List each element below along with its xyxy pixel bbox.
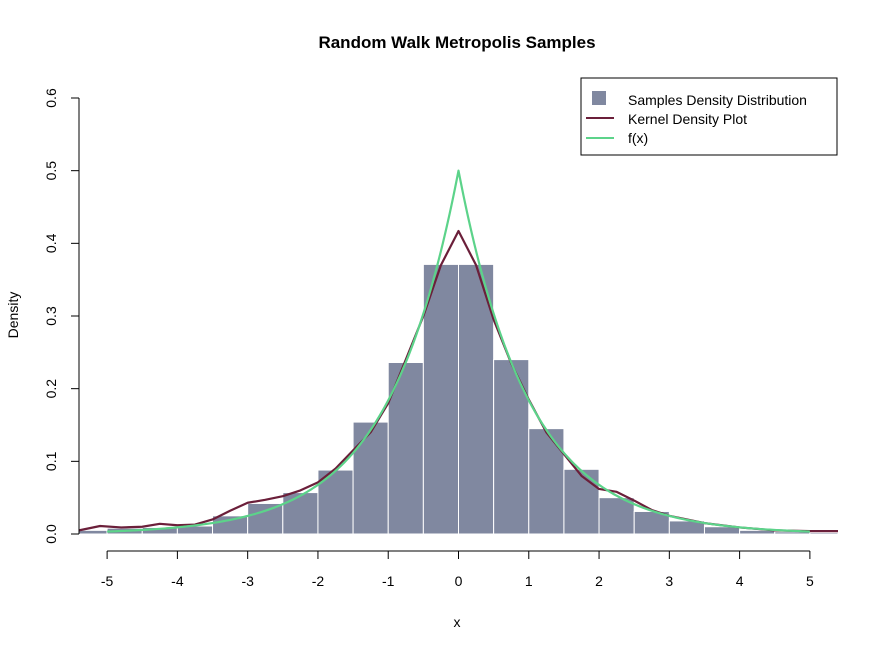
y-tick-label: 0.2 — [43, 379, 59, 399]
y-tick-label: 0.3 — [43, 306, 59, 326]
x-tick-label: 3 — [665, 573, 673, 589]
y-axis: 0.0 0.1 0.2 0.3 0.4 0.5 0.6 — [43, 88, 80, 544]
histogram-bar — [387, 362, 424, 535]
y-tick-label: 0.1 — [43, 451, 59, 471]
histogram-bar — [563, 468, 600, 535]
histogram-bar — [493, 359, 530, 535]
x-tick-label: -4 — [171, 573, 184, 589]
y-tick-label: 0.0 — [43, 524, 59, 544]
x-tick-label: 1 — [525, 573, 533, 589]
x-tick-label: -1 — [382, 573, 395, 589]
histogram-bar — [247, 502, 284, 535]
x-tick-label: 2 — [595, 573, 603, 589]
fx-line — [107, 169, 810, 533]
histogram-bar — [598, 497, 635, 535]
x-axis-label: x — [454, 614, 461, 630]
legend-label-kde: Kernel Density Plot — [628, 111, 747, 127]
y-axis-label: Density — [5, 292, 21, 339]
series-lines — [78, 169, 838, 533]
histogram-bar — [282, 492, 319, 535]
histogram-bar — [809, 532, 839, 535]
x-tick-label: 5 — [806, 573, 814, 589]
y-tick-label: 0.4 — [43, 233, 59, 253]
legend-swatch-histogram — [592, 91, 606, 105]
histogram-bar — [422, 263, 460, 535]
x-tick-label: 4 — [736, 573, 744, 589]
legend: Samples Density Distribution Kernel Dens… — [580, 77, 838, 156]
y-tick-label: 0.5 — [43, 161, 59, 181]
legend-box — [580, 77, 838, 156]
legend-label-fx: f(x) — [628, 130, 648, 146]
x-axis: -5 -4 -3 -2 -1 0 1 2 3 4 5 — [101, 550, 814, 589]
chart-title: Random Walk Metropolis Samples — [318, 33, 595, 52]
x-tick-label: 0 — [455, 573, 463, 589]
histogram-bars — [78, 263, 839, 535]
histogram-bar — [352, 421, 389, 535]
legend-label-histogram: Samples Density Distribution — [628, 92, 807, 108]
x-tick-label: -2 — [312, 573, 325, 589]
histogram-bar — [528, 428, 565, 535]
histogram-bar — [78, 529, 108, 535]
x-tick-label: -5 — [101, 573, 114, 589]
histogram-bar — [212, 515, 249, 535]
x-tick-label: -3 — [241, 573, 254, 589]
y-tick-label: 0.6 — [43, 88, 59, 108]
